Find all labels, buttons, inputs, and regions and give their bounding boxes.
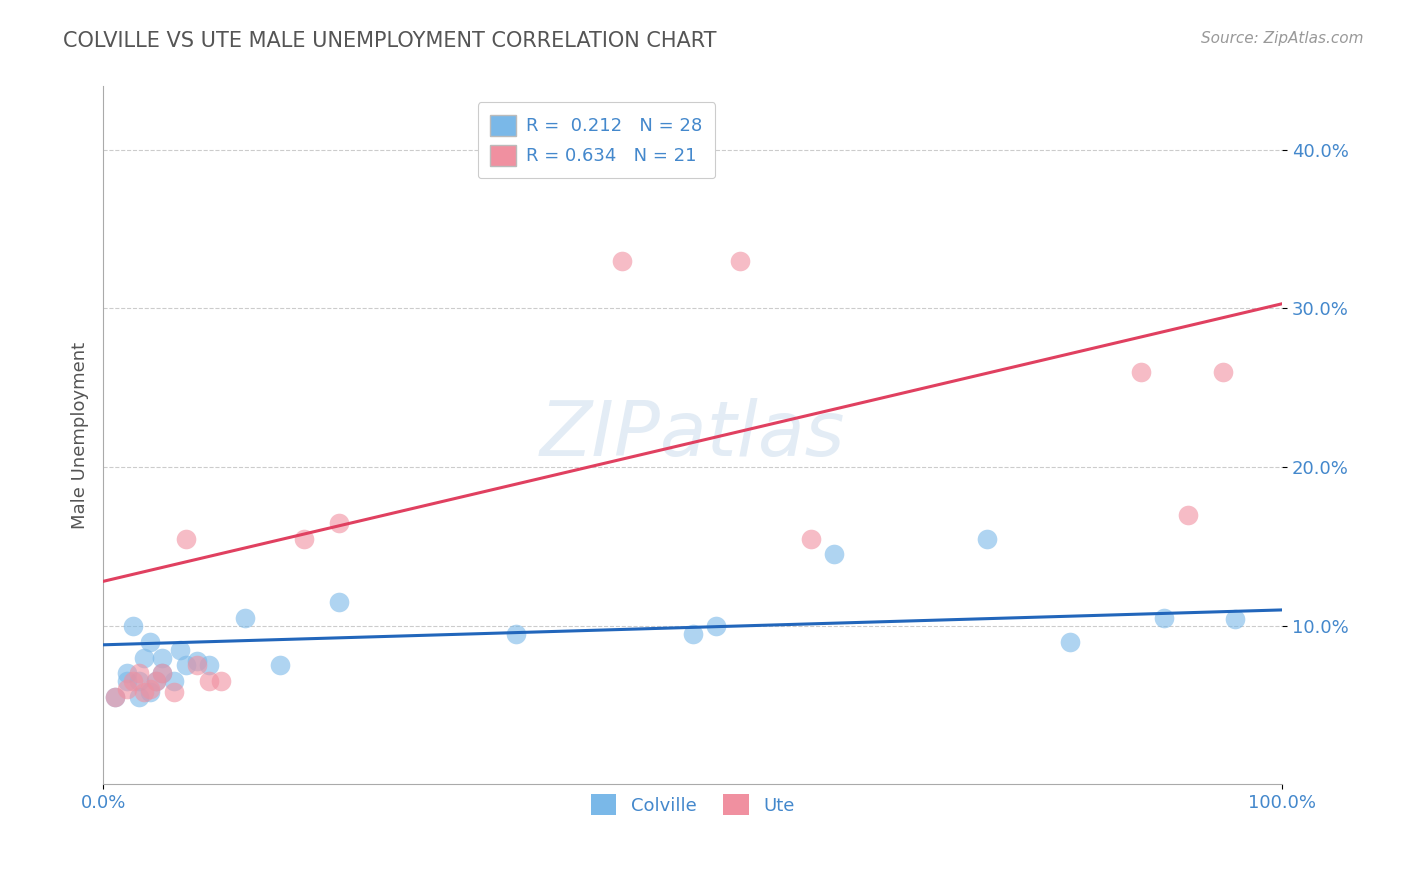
Legend: Colville, Ute: Colville, Ute	[582, 785, 804, 824]
Point	[610, 253, 633, 268]
Point	[145, 674, 167, 689]
Point	[139, 685, 162, 699]
Point	[128, 674, 150, 689]
Point	[328, 516, 350, 530]
Point	[823, 548, 845, 562]
Point	[704, 619, 727, 633]
Point	[174, 658, 197, 673]
Point	[121, 674, 143, 689]
Point	[1153, 611, 1175, 625]
Point	[198, 658, 221, 673]
Point	[1059, 634, 1081, 648]
Point	[1177, 508, 1199, 522]
Text: ZIPatlas: ZIPatlas	[540, 399, 845, 473]
Point	[186, 658, 208, 673]
Point	[104, 690, 127, 705]
Point	[233, 611, 256, 625]
Y-axis label: Male Unemployment: Male Unemployment	[72, 342, 89, 529]
Point	[682, 626, 704, 640]
Point	[163, 685, 186, 699]
Point	[150, 650, 173, 665]
Point	[145, 674, 167, 689]
Point	[128, 666, 150, 681]
Point	[198, 674, 221, 689]
Point	[269, 658, 291, 673]
Point	[150, 666, 173, 681]
Text: Source: ZipAtlas.com: Source: ZipAtlas.com	[1201, 31, 1364, 46]
Point	[328, 595, 350, 609]
Point	[1212, 365, 1234, 379]
Point	[150, 666, 173, 681]
Point	[139, 682, 162, 697]
Point	[1129, 365, 1152, 379]
Text: COLVILLE VS UTE MALE UNEMPLOYMENT CORRELATION CHART: COLVILLE VS UTE MALE UNEMPLOYMENT CORREL…	[63, 31, 717, 51]
Point	[186, 654, 208, 668]
Point	[169, 642, 191, 657]
Point	[121, 619, 143, 633]
Point	[209, 674, 232, 689]
Point	[800, 532, 823, 546]
Point	[139, 634, 162, 648]
Point	[728, 253, 751, 268]
Point	[292, 532, 315, 546]
Point	[976, 532, 998, 546]
Point	[104, 690, 127, 705]
Point	[174, 532, 197, 546]
Point	[115, 666, 138, 681]
Point	[115, 674, 138, 689]
Point	[128, 690, 150, 705]
Point	[134, 685, 156, 699]
Point	[163, 674, 186, 689]
Point	[505, 626, 527, 640]
Point	[134, 650, 156, 665]
Point	[115, 682, 138, 697]
Point	[1223, 612, 1246, 626]
